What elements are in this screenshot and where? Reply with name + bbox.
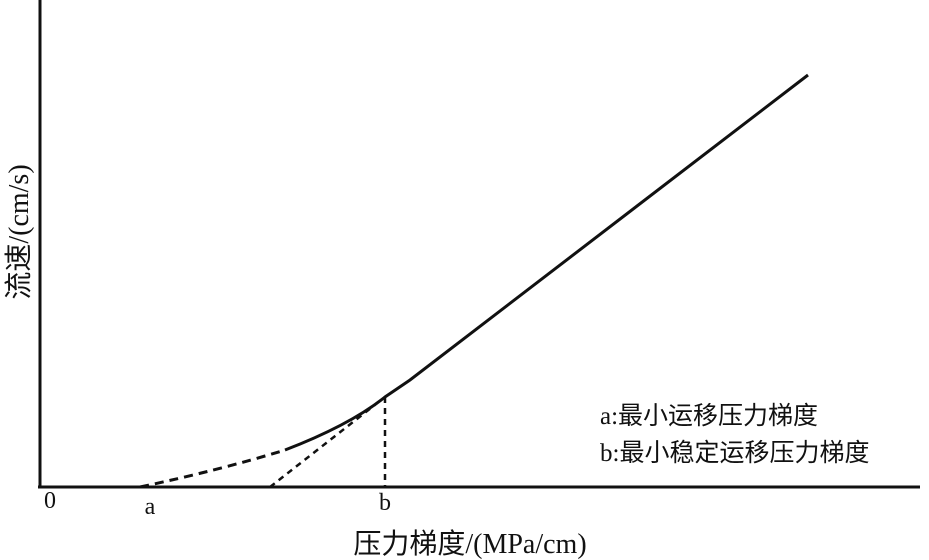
tick-a: a (145, 494, 156, 520)
tick-b: b (379, 490, 391, 516)
dotted-curve (139, 448, 286, 489)
origin-label: 0 (44, 488, 56, 514)
x-axis-label: 压力梯度/(MPa/cm) (353, 528, 586, 560)
y-axis-label: 流速/(cm/s) (3, 164, 35, 299)
flow-curve (284, 73, 809, 452)
legend-entry: a:最小运移压力梯度 (600, 402, 818, 430)
legend-entry: b:最小稳定运移压力梯度 (600, 439, 869, 467)
tangent-line (269, 396, 386, 488)
